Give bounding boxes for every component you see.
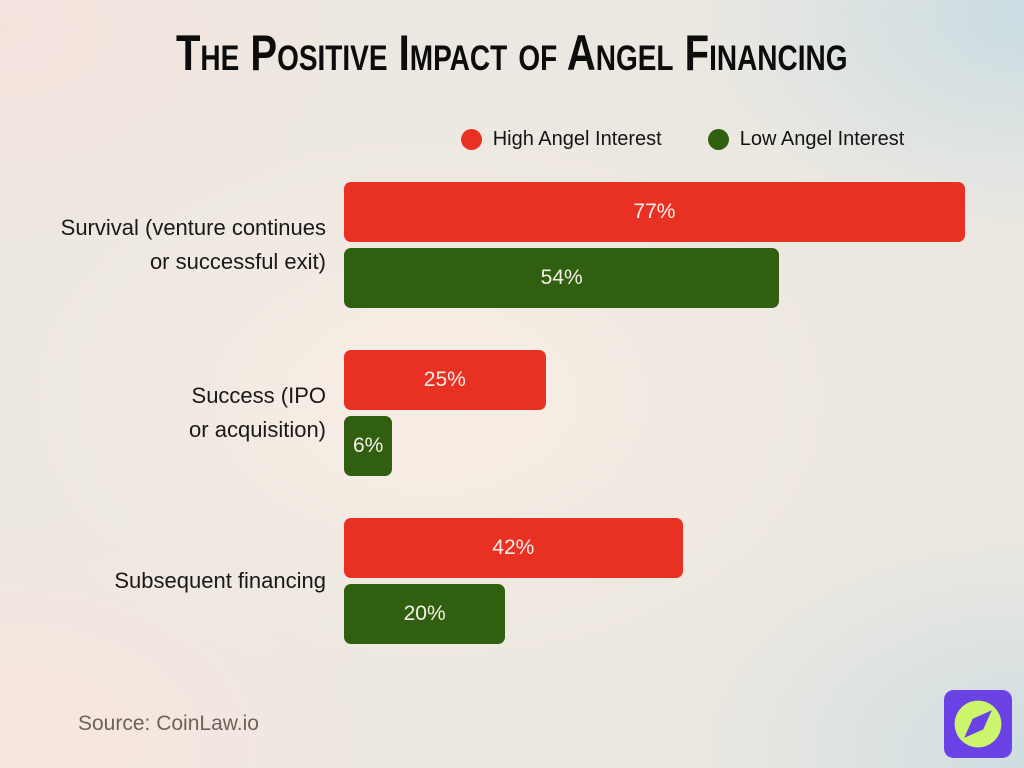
bar-low-subsequent: 20% <box>344 584 506 644</box>
category-label-line: or acquisition) <box>189 417 326 442</box>
legend: High Angel Interest Low Angel Interest <box>360 128 1005 151</box>
bar-value-label: 42% <box>492 536 535 559</box>
category-label-line: Subsequent financing <box>114 568 326 593</box>
bar-high-survival: 77% <box>344 182 965 242</box>
legend-swatch-low-icon <box>707 129 729 150</box>
bars-subsequent: 42% 20% <box>344 518 989 644</box>
chart-group-subsequent: Subsequent financing 42% 20% <box>0 518 1024 644</box>
chart-title: The Positive Impact of Angel Financing <box>176 25 848 81</box>
bars-survival: 77% 54% <box>344 182 989 308</box>
category-label-subsequent: Subsequent financing <box>0 518 344 644</box>
coinlaw-logo <box>944 690 1012 758</box>
chart-group-survival: Survival (venture continues or successfu… <box>0 182 1024 308</box>
category-label-line: or successful exit) <box>149 249 326 274</box>
title-area: The Positive Impact of Angel Financing <box>0 24 1024 82</box>
bar-value-label: 25% <box>423 368 466 391</box>
category-label-line: Success (IPO <box>191 383 326 408</box>
category-label-line: Survival (venture continues <box>60 215 326 240</box>
bar-value-label: 20% <box>403 602 446 625</box>
bars-success: 25% 6% <box>344 350 989 476</box>
bar-high-success: 25% <box>344 350 546 410</box>
bar-high-subsequent: 42% <box>344 518 683 578</box>
bar-low-survival: 54% <box>344 248 780 308</box>
category-label-survival: Survival (venture continues or successfu… <box>0 182 344 308</box>
source-text: Source: CoinLaw.io <box>78 712 259 735</box>
bar-value-label: 77% <box>633 200 676 223</box>
compass-icon <box>944 690 1012 758</box>
legend-item-high: High Angel Interest <box>460 128 662 151</box>
bar-value-label: 54% <box>540 266 583 289</box>
category-label-success: Success (IPO or acquisition) <box>0 350 344 476</box>
bar-chart: Survival (venture continues or successfu… <box>0 182 1024 686</box>
bar-value-label: 6% <box>353 434 384 457</box>
chart-group-success: Success (IPO or acquisition) 25% 6% <box>0 350 1024 476</box>
legend-item-low: Low Angel Interest <box>707 128 905 151</box>
legend-swatch-high-icon <box>460 129 482 150</box>
legend-label-high: High Angel Interest <box>492 128 662 150</box>
legend-label-low: Low Angel Interest <box>739 128 905 150</box>
bar-low-success: 6% <box>344 416 393 476</box>
